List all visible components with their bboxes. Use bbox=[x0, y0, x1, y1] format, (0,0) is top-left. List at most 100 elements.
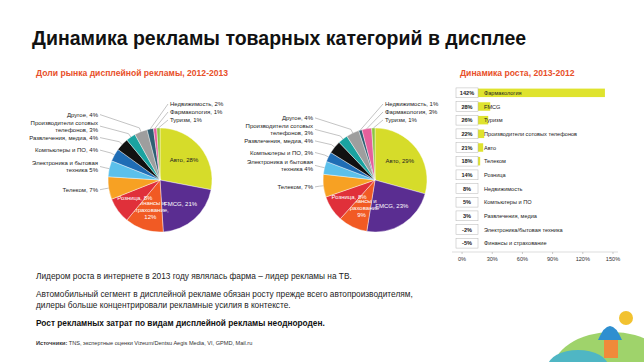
data-label: Недвижимость, 1% bbox=[385, 101, 439, 107]
data-label: техника 4% bbox=[281, 166, 314, 172]
pie-slice bbox=[153, 128, 160, 180]
note: дилеры больше концентрировали рекламные … bbox=[36, 300, 291, 310]
tick-mark bbox=[552, 252, 553, 254]
data-label: 18% bbox=[461, 158, 472, 164]
pie-slice bbox=[372, 128, 375, 180]
label-part: 8% bbox=[356, 194, 367, 200]
leader-line bbox=[155, 112, 168, 128]
label-box bbox=[456, 238, 478, 248]
label-part: Туризм, bbox=[170, 117, 192, 123]
label-part: 1% bbox=[407, 117, 418, 123]
category-label: Туризм bbox=[484, 117, 503, 123]
label-part: 1% bbox=[212, 109, 223, 115]
leader-line bbox=[100, 115, 141, 132]
label-part: 4% bbox=[88, 135, 99, 141]
label-part: техника bbox=[66, 167, 88, 173]
label-box bbox=[456, 225, 478, 235]
label-part: 7% bbox=[303, 184, 314, 190]
data-label: техника 5% bbox=[66, 167, 99, 173]
source-text: TNS, экспертные оценки Vizeum/Dentsu Aeg… bbox=[67, 340, 252, 346]
label-part: Розница, bbox=[117, 195, 142, 201]
label-part: Фармакология, bbox=[170, 109, 212, 115]
category-label: Компьютеры и ПО bbox=[484, 199, 532, 205]
label-box bbox=[456, 197, 478, 207]
label-part: Электроника и бытовая bbox=[32, 160, 98, 166]
label-part: 5% bbox=[88, 167, 99, 173]
data-label: Фармакология, 1% bbox=[170, 109, 223, 115]
label-part: Развлечения, медиа, bbox=[29, 135, 88, 141]
label-box bbox=[456, 211, 478, 221]
label-box bbox=[456, 170, 478, 180]
data-label: Недвижимость, 2% bbox=[170, 101, 224, 107]
label-part: 3% bbox=[427, 109, 438, 115]
data-label: Электроника и бытовая bbox=[247, 159, 313, 165]
data-label: Туризм, 1% bbox=[385, 117, 418, 123]
leader-line bbox=[315, 153, 328, 157]
data-label: 14% bbox=[461, 172, 472, 178]
category-label: Производители сотовых телефонов bbox=[484, 131, 577, 137]
category-label: Телеком bbox=[484, 158, 506, 164]
category-label: Электроника/бытовая техника bbox=[484, 227, 563, 233]
pie-slice bbox=[362, 128, 375, 180]
pie-slice bbox=[108, 177, 160, 199]
label-part: 9% bbox=[357, 212, 366, 218]
decoration bbox=[604, 340, 618, 358]
tick-label: 0% bbox=[458, 256, 466, 262]
data-label: -5% bbox=[462, 240, 472, 246]
data-label: телефонов, 3% bbox=[270, 130, 313, 136]
data-label: 142% bbox=[460, 90, 474, 96]
data-label: Розница, 8% bbox=[331, 194, 367, 200]
category-label: Авто bbox=[484, 145, 496, 151]
label-part: FMCG, bbox=[164, 201, 184, 207]
label-box bbox=[456, 156, 478, 166]
leader-line bbox=[158, 120, 168, 128]
leader-line bbox=[367, 112, 383, 129]
note: Лидером роста в интернете в 2013 году яв… bbox=[36, 271, 352, 281]
data-label: 21% bbox=[461, 145, 472, 151]
data-label: Телеком, 7% bbox=[63, 187, 99, 193]
label-part: Фармакология, bbox=[385, 109, 427, 115]
section-title: Доли рынка дисплейной рекламы, 2012-2013 bbox=[36, 68, 228, 78]
label-part: 3% bbox=[303, 130, 314, 136]
label-part: Туризм, bbox=[385, 117, 407, 123]
leader-line bbox=[100, 150, 114, 155]
data-label: -2% bbox=[462, 227, 472, 233]
label-part: 8% bbox=[142, 195, 153, 201]
label-part: 28% bbox=[185, 157, 199, 163]
pie-chart: Авто, 29%FMCG, 23%Финансы истрахование9%… bbox=[244, 101, 439, 232]
axis-line bbox=[452, 252, 618, 253]
data-label: Другое, 4% bbox=[282, 115, 314, 121]
data-label: 26% bbox=[461, 117, 472, 123]
leader-line bbox=[100, 138, 122, 145]
data-label: Производители сотовых bbox=[31, 120, 98, 126]
tick-mark bbox=[462, 252, 463, 254]
label-box bbox=[456, 129, 478, 139]
note: Автомобильный сегмент в дисплейной рекла… bbox=[36, 289, 413, 299]
data-label: Розница, 8% bbox=[117, 195, 153, 201]
label-part: 4% bbox=[88, 147, 99, 153]
slide: Динамика рекламы товарных категорий в ди… bbox=[0, 0, 644, 362]
data-label: телефонов, 3% bbox=[55, 127, 98, 133]
category-label: Недвижимость bbox=[484, 186, 523, 192]
label-part: Авто, bbox=[386, 158, 401, 164]
label-part: 7% bbox=[88, 187, 99, 193]
label-part: Производители сотовых bbox=[246, 123, 313, 129]
conclusion: Рост рекламных затрат по видам дисплейно… bbox=[36, 318, 325, 328]
label-part: Телеком, bbox=[278, 184, 303, 190]
decoration bbox=[619, 311, 633, 325]
leader-line bbox=[315, 129, 343, 139]
category-label: Фармакология bbox=[484, 90, 522, 96]
label-part: 21% bbox=[183, 201, 197, 207]
tick-label: 30% bbox=[487, 256, 498, 262]
data-label: 5% bbox=[463, 199, 471, 205]
data-label: 3% bbox=[463, 213, 471, 219]
leader-line bbox=[100, 126, 131, 137]
label-part: 4% bbox=[303, 115, 314, 121]
tick-label: 120% bbox=[576, 256, 590, 262]
pie-slice bbox=[147, 128, 160, 180]
label-part: 3% bbox=[303, 150, 314, 156]
leader-line bbox=[150, 104, 168, 129]
data-label: Компьютеры и ПО, 3% bbox=[250, 150, 314, 156]
source-label: Источники: bbox=[36, 340, 67, 346]
data-label: FMCG, 21% bbox=[164, 201, 198, 207]
